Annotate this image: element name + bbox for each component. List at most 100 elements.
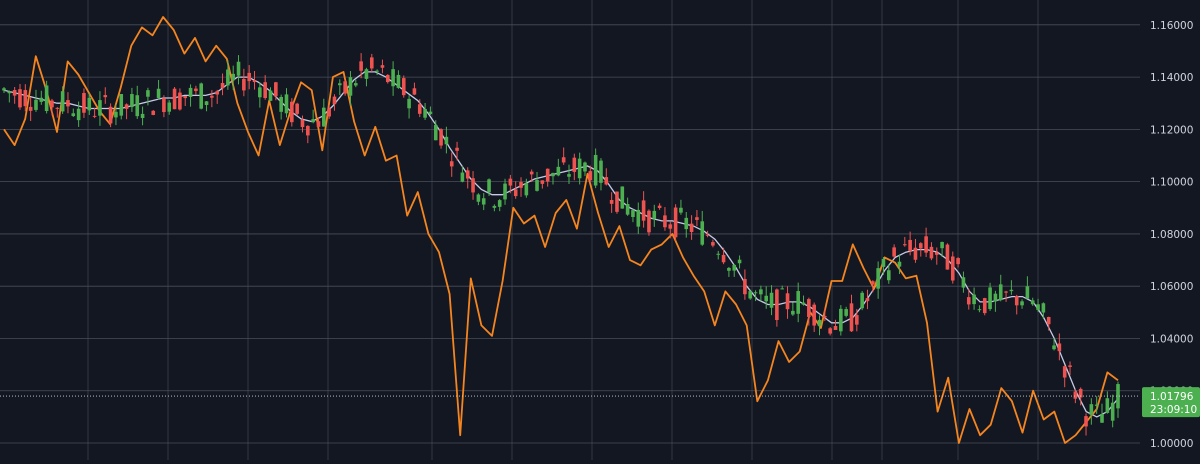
candle-body — [1046, 316, 1051, 325]
candle-body — [274, 82, 278, 97]
candle-body — [1116, 384, 1120, 409]
candle-body — [455, 147, 459, 151]
candle-body — [412, 88, 417, 95]
candle-body — [433, 124, 438, 141]
candle-body — [839, 308, 843, 332]
last-price-badge-bg — [1142, 387, 1200, 418]
candle-body — [902, 244, 907, 246]
candle-body — [359, 61, 363, 71]
candle-body — [417, 104, 422, 114]
candle-body — [327, 108, 331, 117]
candle-body — [18, 89, 22, 108]
candle-body — [343, 81, 347, 94]
candle-body — [679, 207, 683, 213]
candle-body — [1004, 291, 1008, 293]
candle-body — [684, 217, 689, 230]
candle-body — [844, 309, 848, 316]
candle-body — [807, 299, 811, 318]
candle-body — [961, 277, 966, 288]
candle-body — [524, 183, 529, 196]
candle-body — [465, 170, 470, 179]
candle-body — [279, 96, 283, 112]
candle-body — [780, 288, 785, 290]
candle-body — [162, 98, 166, 113]
candle-body — [311, 119, 315, 123]
candle-body — [503, 183, 507, 200]
candle-body — [1052, 345, 1056, 350]
candle-body — [34, 99, 38, 110]
candle-body — [625, 204, 630, 215]
candle-body — [572, 157, 577, 172]
candle-body — [727, 267, 731, 271]
price-tick-label: 1.16000 — [1150, 20, 1193, 32]
candle-body — [748, 291, 753, 299]
price-tick-label: 1.14000 — [1150, 72, 1193, 84]
candle-body — [92, 115, 97, 117]
candle-body — [945, 244, 950, 270]
candle-body — [199, 83, 204, 109]
candle-body — [609, 200, 614, 204]
candle-body — [140, 113, 145, 118]
candle-body — [668, 224, 673, 229]
candle-body — [535, 179, 539, 191]
price-axis-bg[interactable] — [1140, 0, 1200, 460]
candle-body — [1078, 388, 1083, 398]
candle-body — [940, 241, 944, 249]
candle-body — [663, 215, 667, 228]
candle-body — [39, 97, 44, 102]
price-axis[interactable]: 1.16000 1.14000 1.12000 1.10000 1.08000 1.060… — [1140, 0, 1200, 460]
overlay-series-layer — [3, 16, 1119, 444]
candle-body — [881, 258, 886, 267]
candle-body — [966, 297, 971, 305]
candle-body — [577, 158, 582, 179]
candle-body — [263, 82, 267, 99]
candle-body — [1062, 366, 1067, 378]
candle-body — [545, 168, 550, 182]
candle-body — [604, 177, 609, 185]
candle-body — [124, 104, 129, 109]
candle-body — [337, 83, 342, 86]
candle-body — [220, 83, 225, 89]
candle-body — [652, 210, 657, 219]
candle-body — [791, 310, 795, 315]
candle-body — [593, 154, 598, 186]
candle-body — [60, 91, 65, 112]
candle-body — [977, 309, 982, 311]
candle-body — [913, 247, 918, 260]
candles — [2, 53, 1120, 436]
candle-body — [348, 77, 353, 96]
candle-body — [226, 69, 230, 86]
candle-body — [529, 171, 534, 175]
candle-body — [657, 205, 662, 208]
candle-body — [28, 106, 33, 111]
candle-body — [828, 328, 832, 334]
candle-body — [178, 92, 182, 110]
candle-body — [823, 316, 827, 318]
candle-body — [423, 108, 427, 118]
candle-body — [855, 315, 859, 325]
candle-countdown: 23:09:10 — [1150, 404, 1197, 416]
candle-body — [508, 178, 513, 186]
last-price-badge: 1.01796 23:09:10 — [1142, 387, 1200, 418]
candle-body — [1014, 295, 1019, 306]
candle-body — [108, 106, 113, 124]
candle-body — [1030, 300, 1035, 305]
candle-body — [695, 217, 699, 220]
candle-body — [599, 160, 603, 183]
candle-body — [210, 95, 214, 98]
candle-body — [487, 179, 491, 193]
candle-body — [775, 289, 779, 321]
candle-body — [1068, 365, 1072, 367]
candle-body — [737, 259, 742, 264]
candle-body — [860, 292, 864, 309]
candle-body — [753, 292, 758, 294]
candle-body — [1041, 303, 1046, 313]
candle-body — [1057, 343, 1062, 352]
candle-body — [1100, 414, 1104, 423]
candle-body — [460, 172, 465, 182]
candle-body — [306, 125, 310, 136]
